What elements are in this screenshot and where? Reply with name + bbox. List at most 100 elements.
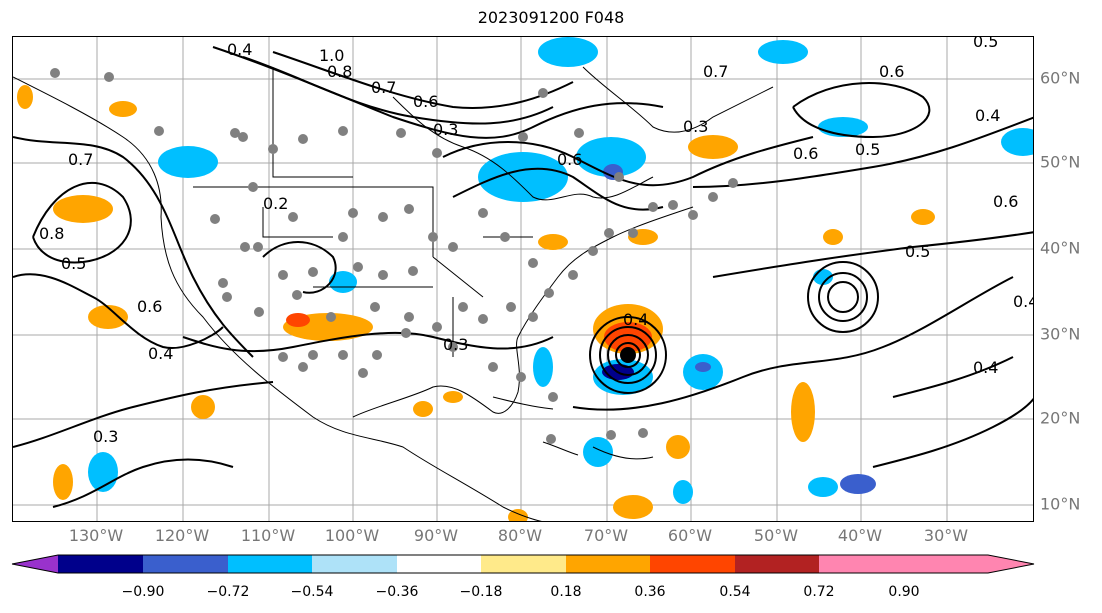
shade-blue <box>808 477 838 497</box>
colorbar-tick: −0.54 <box>290 584 334 600</box>
colorbar-segment <box>58 555 143 573</box>
map-canvas: 0.4 1.0 0.8 0.7 0.6 0.3 0.2 0.7 0.8 0.5 … <box>13 37 1034 521</box>
contour-lines <box>13 46 1033 508</box>
shaded-fields <box>17 37 1033 521</box>
contour-label: 0.6 <box>879 62 904 81</box>
colorbar-arrow-high <box>904 555 1034 573</box>
shade-orange <box>666 435 690 459</box>
contour-label: 0.5 <box>855 140 880 159</box>
lat-label: 20°N <box>1040 408 1081 428</box>
contour-label: 0.3 <box>683 117 708 136</box>
contour-labels: 0.4 1.0 0.8 0.7 0.6 0.3 0.2 0.7 0.8 0.5 … <box>39 37 1034 446</box>
colorbar-tick: 0.72 <box>803 584 835 600</box>
shade-dark-blue <box>695 362 711 372</box>
colorbar-tick: 0.18 <box>550 584 582 600</box>
map-title: 2023091200 F048 <box>477 8 625 27</box>
lon-label: 110°W <box>240 526 296 545</box>
lon-label: 60°W <box>667 526 713 545</box>
lon-label: 80°W <box>497 526 543 545</box>
contour-label: 0.3 <box>433 120 458 139</box>
shade-blue <box>533 347 553 387</box>
storm-center <box>620 347 636 363</box>
lon-label: 130°W <box>68 526 124 545</box>
shade-orange <box>911 209 935 225</box>
contour-label: 0.3 <box>443 335 468 354</box>
contour-label: 0.2 <box>263 194 288 213</box>
shade-orange <box>443 391 463 403</box>
contour-label: 0.4 <box>227 40 252 59</box>
shade-orange <box>88 305 128 329</box>
shade-blue <box>329 271 357 293</box>
contour-label: 0.6 <box>793 144 818 163</box>
colorbar-tick: 0.90 <box>888 584 920 600</box>
contour-label: 0.5 <box>973 37 998 51</box>
contour-label: 0.5 <box>905 242 930 261</box>
contour-label: 1.0 <box>319 46 344 65</box>
colorbar-arrow-low <box>12 555 58 573</box>
colorbar-tick: 0.54 <box>719 584 751 600</box>
colorbar-segment <box>650 555 735 573</box>
lon-label: 70°W <box>583 526 629 545</box>
contour-label: 0.4 <box>1013 292 1034 311</box>
shade-orange <box>191 395 215 419</box>
contour-label: 0.4 <box>975 106 1000 125</box>
contour-label: 0.6 <box>557 150 582 169</box>
shade-blue <box>158 146 218 178</box>
contour-label: 0.3 <box>93 427 118 446</box>
contour-label: 0.6 <box>993 192 1018 211</box>
colorbar-segment <box>143 555 228 573</box>
contour-label: 0.5 <box>61 254 86 273</box>
observation-dots <box>50 68 738 444</box>
shade-blue <box>538 37 598 67</box>
graticule <box>13 37 1033 521</box>
contour-label: 0.8 <box>327 62 352 81</box>
lat-label: 40°N <box>1040 238 1081 258</box>
shade-blue <box>673 480 693 504</box>
shade-orange <box>53 195 113 223</box>
contour-label: 0.6 <box>413 92 438 111</box>
contour-label: 0.7 <box>703 62 728 81</box>
lat-label: 60°N <box>1040 68 1081 88</box>
colorbar-segment <box>228 555 312 573</box>
colorbar-tick: 0.36 <box>634 584 666 600</box>
colorbar-tick: −0.90 <box>121 584 165 600</box>
contour-label: 0.4 <box>148 344 173 363</box>
lat-label: 30°N <box>1040 324 1081 344</box>
shade-blue <box>1001 128 1033 156</box>
shade-orange <box>823 229 843 245</box>
shade-orange <box>109 101 137 117</box>
colorbar-tick: −0.18 <box>459 584 503 600</box>
shade-dark-blue <box>840 474 876 494</box>
shade-orange <box>413 401 433 417</box>
colorbar-segment <box>481 555 566 573</box>
lon-label: 30°W <box>923 526 969 545</box>
shade-orange <box>53 464 73 500</box>
shade-orange <box>613 495 653 519</box>
shade-orange <box>791 382 815 442</box>
shade-blue <box>583 437 613 467</box>
lat-label: 10°N <box>1040 494 1081 514</box>
colorbar-segment <box>312 555 397 573</box>
lon-label: 90°W <box>413 526 459 545</box>
contour-label: 0.4 <box>973 358 998 377</box>
lon-label: 100°W <box>324 526 380 545</box>
map-panel: 0.4 1.0 0.8 0.7 0.6 0.3 0.2 0.7 0.8 0.5 … <box>12 36 1034 522</box>
lon-label: 50°W <box>753 526 799 545</box>
colorbar-tick: −0.72 <box>206 584 250 600</box>
contour-label: 0.7 <box>68 150 93 169</box>
lon-label: 40°W <box>837 526 883 545</box>
colorbar-segment <box>819 555 904 573</box>
lon-label: 120°W <box>154 526 210 545</box>
shade-red <box>286 313 310 327</box>
shade-orange <box>688 135 738 159</box>
contour-label: 0.4 <box>623 310 648 329</box>
colorbar-segment <box>735 555 819 573</box>
contour-label: 0.8 <box>39 224 64 243</box>
shade-orange <box>17 85 33 109</box>
shade-blue <box>758 40 808 64</box>
shade-blue <box>478 152 568 202</box>
colorbar <box>11 554 1035 574</box>
colorbar-segment <box>566 555 650 573</box>
colorbar-tick: −0.36 <box>375 584 419 600</box>
contour-label: 0.7 <box>371 78 396 97</box>
